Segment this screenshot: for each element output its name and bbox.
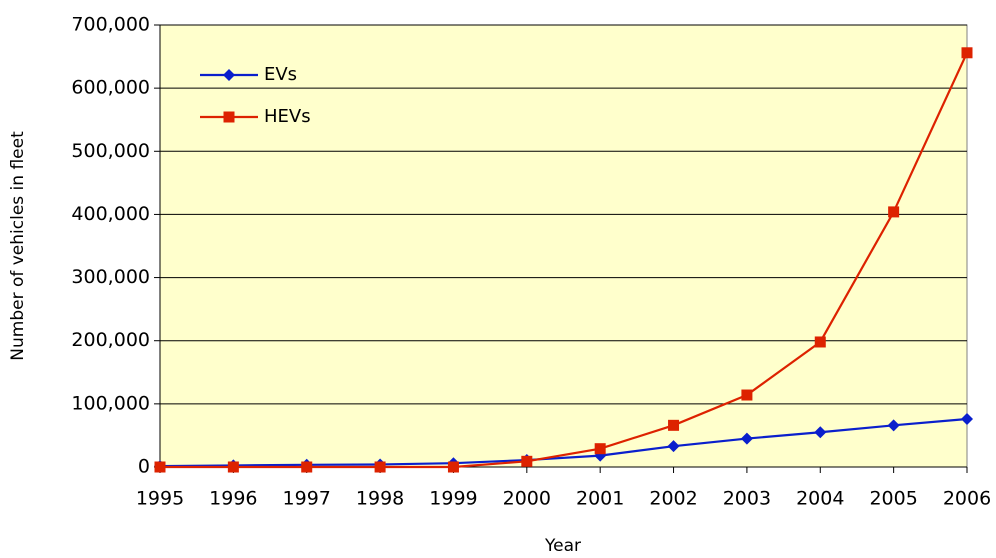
x-tick-label: 1998 bbox=[356, 488, 404, 510]
x-axis-title: Year bbox=[544, 536, 581, 556]
x-tick-label: 2006 bbox=[943, 488, 991, 510]
x-tick-label: 1996 bbox=[209, 488, 257, 510]
data-point bbox=[227, 461, 239, 473]
data-point bbox=[814, 336, 826, 348]
data-point bbox=[154, 461, 166, 473]
x-tick-label: 2004 bbox=[796, 488, 844, 510]
data-point bbox=[961, 413, 973, 426]
data-point bbox=[740, 432, 753, 445]
data-point bbox=[814, 426, 827, 439]
x-tick-label: 2002 bbox=[649, 488, 697, 510]
x-tick-label: 2001 bbox=[576, 488, 624, 510]
legend-marker bbox=[223, 69, 235, 81]
y-tick-label: 700,000 bbox=[71, 14, 150, 36]
y-tick-label: 400,000 bbox=[71, 203, 150, 225]
data-point bbox=[887, 419, 900, 432]
x-tick-label: 2005 bbox=[869, 488, 917, 510]
y-tick-label: 100,000 bbox=[71, 392, 150, 414]
data-point bbox=[374, 461, 386, 473]
y-tick-label: 500,000 bbox=[71, 140, 150, 162]
data-point bbox=[961, 47, 973, 59]
data-point bbox=[667, 440, 680, 453]
data-point bbox=[301, 461, 313, 473]
x-tick-label: 2000 bbox=[503, 488, 551, 510]
x-tick-label: 1997 bbox=[283, 488, 331, 510]
x-tick-label: 1995 bbox=[136, 488, 184, 510]
legend-label: EVs bbox=[264, 64, 297, 85]
data-point bbox=[668, 419, 680, 431]
legend-label: HEVs bbox=[264, 106, 311, 127]
y-axis-title: Number of vehicles in fleet bbox=[8, 131, 28, 361]
y-tick-label: 200,000 bbox=[71, 329, 150, 351]
plot-area bbox=[159, 24, 968, 468]
series-line bbox=[160, 52, 968, 469]
data-point bbox=[888, 206, 900, 218]
data-point bbox=[741, 389, 753, 401]
y-tick-label: 300,000 bbox=[71, 266, 150, 288]
series-line bbox=[159, 417, 968, 468]
y-tick-label: 600,000 bbox=[71, 77, 150, 99]
data-point bbox=[594, 443, 606, 455]
x-tick-label: 2003 bbox=[723, 488, 771, 510]
data-point bbox=[521, 455, 533, 467]
data-point bbox=[447, 461, 459, 473]
y-tick-label: 0 bbox=[138, 456, 150, 478]
x-tick-label: 1999 bbox=[429, 488, 477, 510]
legend-marker bbox=[223, 111, 235, 123]
